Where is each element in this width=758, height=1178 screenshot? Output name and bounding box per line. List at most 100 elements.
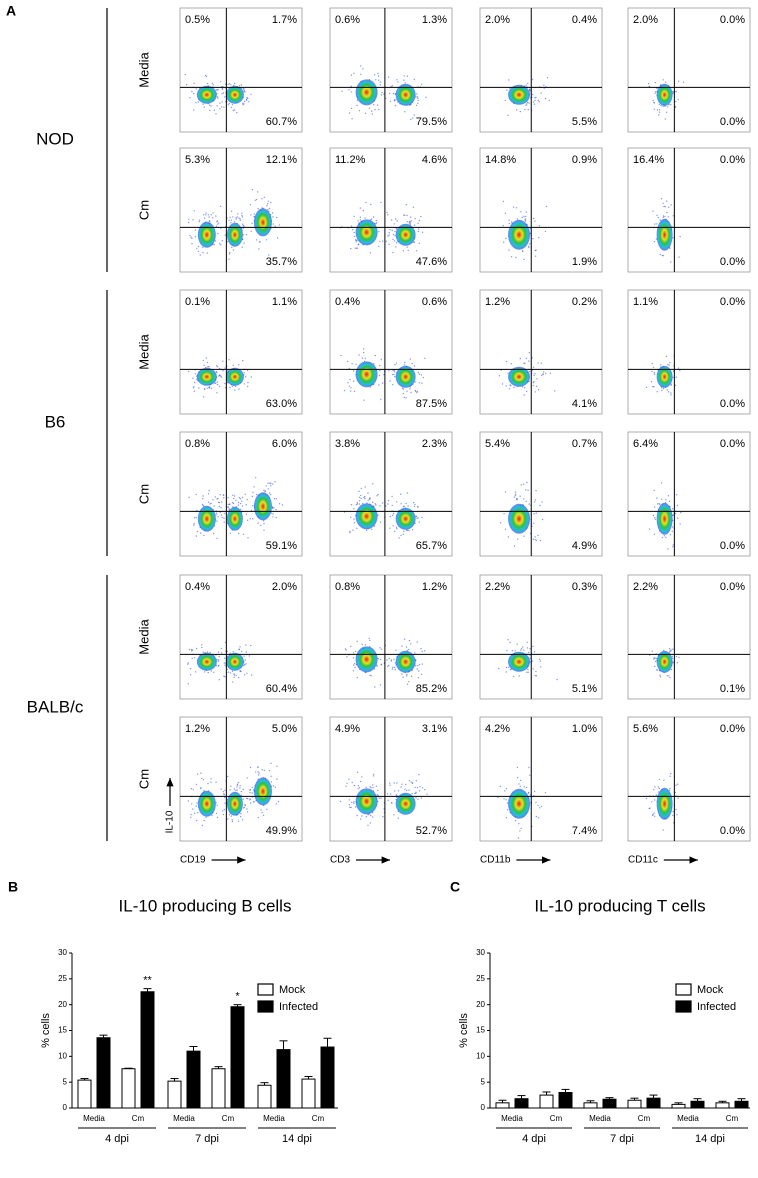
event-dot (266, 808, 268, 810)
quadrant-percent: 5.4% (485, 438, 510, 450)
quadrant-percent: 0.1% (185, 296, 210, 308)
event-dot (526, 671, 528, 673)
event-dot (418, 373, 420, 375)
event-dot (203, 217, 206, 219)
event-dot (393, 658, 395, 661)
event-dot (267, 488, 269, 490)
event-dot (509, 384, 511, 386)
event-dot (232, 681, 234, 683)
event-dot (219, 494, 221, 496)
event-dot (508, 666, 510, 668)
density-blob (395, 507, 416, 530)
event-dot (370, 203, 372, 206)
x-axis-label: CD19 (180, 855, 206, 866)
quadrant-percent: 2.0% (485, 14, 510, 26)
event-dot (392, 92, 395, 95)
event-dot (246, 808, 248, 810)
event-dot (419, 786, 421, 788)
event-dot (669, 650, 671, 652)
event-dot (359, 219, 361, 221)
event-dot (418, 774, 420, 776)
event-dot (194, 373, 197, 375)
event-dot (652, 366, 655, 368)
event-dot (528, 503, 530, 505)
plot-frame (479, 7, 603, 133)
event-dot (665, 81, 667, 84)
event-dot (270, 762, 272, 764)
event-dot (404, 82, 406, 84)
density-blob (196, 367, 217, 386)
event-dot (267, 203, 269, 205)
event-dot (521, 250, 524, 252)
event-dot (362, 68, 364, 70)
event-dot (424, 789, 426, 791)
event-dot (394, 364, 396, 366)
event-dot (532, 381, 534, 384)
event-dot (227, 83, 229, 86)
event-dot (249, 518, 251, 520)
event-dot (245, 663, 247, 665)
event-dot (239, 785, 241, 787)
event-dot (230, 210, 233, 212)
event-dot (224, 512, 226, 515)
event-dot (218, 505, 220, 508)
event-dot (216, 223, 219, 225)
event-dot (245, 644, 247, 646)
event-dot (220, 501, 223, 503)
event-dot (244, 663, 246, 666)
event-dot (272, 507, 274, 509)
event-dot (656, 391, 658, 393)
event-dot (532, 538, 534, 540)
event-dot (191, 649, 194, 651)
x-tick-label: Cm (312, 1114, 325, 1123)
event-dot (265, 239, 268, 241)
event-dot (233, 84, 235, 87)
event-dot (353, 508, 355, 510)
density-blob (225, 85, 244, 104)
event-dot (361, 815, 363, 817)
event-dot (516, 766, 519, 769)
event-dot (517, 837, 520, 839)
event-dot (261, 769, 263, 771)
event-dot (220, 788, 222, 790)
event-dot (382, 815, 384, 818)
event-dot (665, 499, 667, 501)
event-dot (195, 647, 198, 650)
event-dot (185, 84, 188, 86)
quadrant-percent: 1.7% (272, 14, 297, 26)
event-dot (350, 806, 352, 809)
plot-frame (179, 431, 303, 557)
event-dot (408, 789, 410, 791)
chart-title: IL-10 producing T cells (534, 896, 705, 915)
event-dot (352, 652, 355, 654)
event-dot (242, 227, 244, 229)
event-dot (667, 548, 669, 550)
event-dot (666, 389, 668, 391)
event-dot (420, 673, 423, 675)
event-dot (196, 802, 198, 804)
event-dot (215, 514, 217, 516)
event-dot (192, 377, 194, 379)
event-dot (246, 811, 249, 813)
y-tick-label: 25 (58, 974, 67, 983)
event-dot (199, 254, 201, 256)
event-dot (387, 76, 390, 78)
event-dot (215, 781, 217, 783)
event-dot (227, 775, 229, 778)
event-dot (406, 673, 408, 676)
event-dot (670, 383, 672, 385)
event-dot (400, 534, 402, 537)
density-blob (355, 361, 378, 388)
event-dot (528, 245, 530, 247)
bar (715, 1102, 730, 1109)
event-dot (503, 241, 505, 243)
bar (583, 1102, 598, 1109)
event-dot (239, 219, 241, 222)
event-dot (243, 225, 245, 227)
event-dot (190, 813, 192, 816)
event-dot (388, 370, 390, 372)
event-dot (535, 385, 538, 387)
event-dot (372, 775, 375, 777)
quadrant-percent: 0.0% (720, 14, 745, 26)
event-dot (201, 503, 204, 506)
